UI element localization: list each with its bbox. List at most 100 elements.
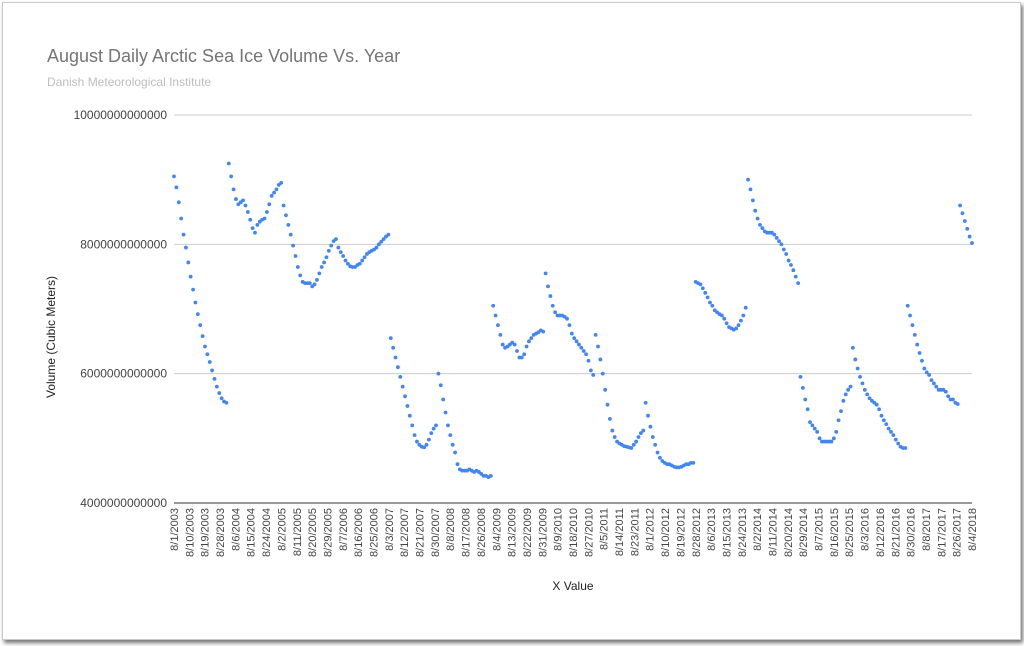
x-tick-label: 8/4/2018 [967, 508, 979, 551]
data-point [341, 254, 346, 258]
data-point [577, 342, 581, 347]
x-tick-label: 8/28/2012 [691, 508, 703, 557]
data-point [793, 274, 798, 279]
data-point [315, 278, 319, 282]
data-point [226, 161, 231, 166]
x-tick-label: 8/28/2003 [215, 508, 227, 557]
data-point [298, 273, 303, 278]
data-point [450, 442, 455, 447]
data-point [965, 226, 970, 231]
data-point [410, 423, 415, 428]
data-point [951, 397, 955, 402]
x-tick-label: 8/9/2010 [553, 508, 565, 551]
data-point [758, 223, 762, 227]
data-point [881, 418, 886, 423]
data-point [641, 428, 646, 433]
data-point [891, 433, 896, 437]
y-tick-label: 10000000000000 [74, 108, 168, 122]
data-point [750, 198, 755, 203]
gridlines [174, 114, 972, 504]
data-point [443, 410, 448, 415]
data-point [543, 271, 548, 276]
data-point [893, 437, 898, 442]
x-tick-label: 8/17/2017 [936, 508, 948, 557]
data-point [176, 200, 181, 205]
data-point [291, 243, 295, 248]
x-tick-label: 8/4/2009 [491, 508, 503, 551]
x-tick-label: 8/22/2009 [522, 508, 534, 557]
data-point [929, 378, 934, 383]
data-point [198, 323, 203, 328]
x-tick-label: 8/1/2003 [169, 508, 181, 551]
data-point [326, 248, 331, 253]
data-point [400, 384, 405, 389]
data-point [588, 368, 593, 373]
data-point [403, 394, 407, 399]
data-point [248, 217, 253, 222]
data-point [705, 295, 710, 300]
data-point [922, 366, 927, 371]
data-point [741, 313, 746, 318]
data-point [312, 282, 317, 287]
x-tick-label: 8/3/2007 [384, 508, 396, 551]
x-axis-ticks: 8/1/2003 8/10/2003 8/19/2003 8/28/2003 8/6/2… [169, 508, 979, 557]
x-tick-label: 8/21/2016 [890, 508, 902, 557]
data-point [322, 260, 326, 265]
data-point [381, 237, 386, 242]
data-point [817, 436, 822, 441]
data-point [453, 450, 457, 455]
data-point [962, 219, 967, 223]
x-tick-label: 8/5/2011 [599, 508, 611, 550]
data-point [760, 226, 765, 231]
data-point [279, 181, 284, 185]
data-point [634, 439, 639, 444]
x-tick-label: 8/19/2012 [675, 508, 687, 557]
data-point [658, 455, 662, 460]
data-point [836, 418, 841, 423]
x-tick-label: 8/14/2011 [614, 508, 626, 556]
x-tick-label: 8/11/2014 [768, 508, 780, 556]
data-point [541, 329, 546, 334]
data-point [500, 342, 505, 347]
data-point [441, 397, 446, 402]
data-point [393, 355, 398, 360]
data-point [920, 358, 924, 363]
data-point [243, 203, 248, 208]
data-point [336, 245, 341, 250]
data-point [579, 345, 584, 350]
data-point [586, 358, 591, 363]
data-point [546, 284, 550, 289]
x-tick-label: 8/20/2014 [783, 508, 795, 557]
data-point [653, 442, 658, 447]
data-point [565, 316, 569, 321]
data-point [691, 461, 696, 465]
data-point [515, 349, 519, 353]
data-point [803, 397, 808, 402]
data-point [360, 258, 365, 263]
data-point [746, 177, 750, 182]
data-point [214, 384, 219, 389]
data-point [512, 342, 517, 347]
data-point [522, 352, 527, 357]
data-point [834, 429, 839, 434]
data-point [396, 365, 400, 370]
x-tick-label: 8/7/2015 [814, 508, 826, 551]
data-point [743, 305, 748, 310]
data-point [436, 371, 441, 376]
data-point [205, 352, 210, 357]
data-point [610, 428, 615, 433]
data-point [388, 336, 393, 340]
data-point [181, 232, 186, 237]
data-point [958, 203, 962, 208]
x-tick-label: 8/29/2005 [323, 508, 335, 557]
data-point [874, 402, 879, 407]
data-point [960, 211, 965, 216]
data-point [884, 422, 889, 427]
data-point [598, 357, 603, 362]
data-point [317, 271, 322, 276]
data-point [650, 435, 655, 439]
x-tick-label: 8/16/2006 [353, 508, 365, 557]
x-tick-label: 8/24/2013 [737, 508, 749, 557]
